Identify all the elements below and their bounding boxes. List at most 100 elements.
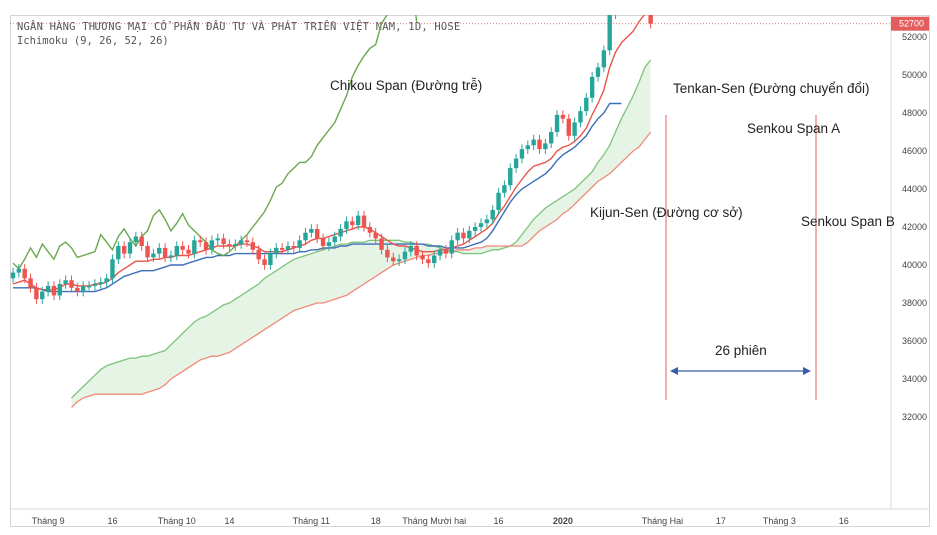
candle-body bbox=[472, 227, 478, 231]
candle-body bbox=[408, 246, 413, 252]
candle-body bbox=[455, 232, 460, 241]
kijun-line bbox=[13, 102, 622, 293]
candle-body bbox=[355, 215, 361, 226]
candle-body bbox=[326, 242, 332, 246]
candle-body bbox=[525, 145, 530, 150]
candle-body bbox=[566, 118, 571, 136]
chikou-line bbox=[12, 15, 418, 270]
candle-body bbox=[414, 246, 419, 256]
axes: 32000 34000 36000 38000 40000 42000 44000 46000… bbox=[10, 15, 930, 526]
y-tick-label: 52000 bbox=[902, 32, 927, 42]
candle-body bbox=[291, 246, 296, 248]
candle-body bbox=[601, 50, 607, 68]
candle-body bbox=[174, 246, 179, 256]
x-tick-label: Tháng 3 bbox=[763, 516, 796, 526]
senkou-a-line bbox=[71, 59, 652, 399]
candle-body bbox=[584, 97, 589, 112]
candle-body bbox=[560, 114, 566, 119]
candle-body bbox=[449, 240, 454, 254]
candle-body bbox=[432, 255, 437, 264]
annotation-chikou: Chikou Span (Đường trễ) bbox=[330, 78, 482, 93]
candle-body bbox=[203, 242, 209, 250]
candle-body bbox=[607, 15, 612, 51]
y-tick-label: 36000 bbox=[902, 336, 927, 346]
y-tick-label: 38000 bbox=[902, 298, 927, 308]
indicator-lines bbox=[12, 15, 652, 408]
candle-body bbox=[320, 238, 326, 246]
candle-body bbox=[554, 114, 560, 132]
candle-body bbox=[367, 227, 373, 233]
candle-body bbox=[315, 228, 320, 239]
candle-body bbox=[233, 244, 238, 246]
candle-body bbox=[57, 284, 62, 296]
candle-body bbox=[63, 280, 68, 284]
current-price-label: 52700 bbox=[899, 19, 924, 29]
y-tick-label: 46000 bbox=[902, 146, 927, 156]
candle-body bbox=[22, 268, 27, 279]
annotation-senkou-a: Senkou Span A bbox=[747, 121, 840, 136]
candle-body bbox=[391, 257, 396, 262]
candle-body bbox=[484, 219, 490, 224]
candle-body bbox=[344, 221, 349, 229]
y-tick-label: 44000 bbox=[902, 184, 927, 194]
candle-body bbox=[157, 247, 162, 254]
candle-body bbox=[385, 249, 390, 258]
candle-body bbox=[227, 244, 232, 246]
candle-body bbox=[98, 282, 103, 284]
candle-body bbox=[373, 232, 378, 239]
candle-body bbox=[420, 255, 425, 260]
candle-body bbox=[303, 232, 308, 241]
candle-body bbox=[145, 246, 150, 258]
candle-body bbox=[104, 278, 109, 283]
y-tick-label: 34000 bbox=[902, 374, 927, 384]
candle-body bbox=[92, 284, 98, 286]
candle-body bbox=[379, 238, 384, 250]
candle-body bbox=[508, 168, 513, 186]
x-tick-label: Tháng Hai bbox=[642, 516, 684, 526]
candle-body bbox=[238, 240, 244, 245]
x-tick-label: 16 bbox=[839, 516, 849, 526]
cloud-fill bbox=[71, 59, 651, 408]
candle-body bbox=[519, 149, 525, 159]
candle-body bbox=[338, 228, 343, 237]
candle-body bbox=[478, 223, 484, 227]
annotation-period: 26 phiên bbox=[715, 343, 767, 358]
candle-body bbox=[268, 253, 273, 265]
candle-body bbox=[572, 122, 577, 136]
candle-body bbox=[121, 246, 127, 254]
candle-body bbox=[168, 255, 174, 258]
candle-body bbox=[467, 230, 472, 239]
chart-frame bbox=[10, 15, 930, 527]
candle-body bbox=[496, 192, 501, 210]
candle-body bbox=[402, 251, 408, 260]
candle-body bbox=[648, 15, 653, 24]
x-tick-label: Tháng 9 bbox=[32, 516, 65, 526]
kumo-cloud bbox=[71, 59, 651, 408]
candle-body bbox=[186, 249, 191, 254]
period-arrow-left-head bbox=[670, 367, 678, 375]
candle-body bbox=[262, 259, 267, 265]
candle-body bbox=[437, 249, 443, 256]
candle-body bbox=[209, 240, 215, 250]
candle-body bbox=[250, 242, 256, 250]
candle-body bbox=[75, 287, 80, 292]
x-tick-label: Tháng Mười hai bbox=[402, 516, 466, 526]
annotation-kijun: Kijun-Sen (Đường cơ sở) bbox=[590, 205, 743, 220]
candle-body bbox=[110, 259, 115, 279]
candle-body bbox=[244, 240, 250, 243]
candle-body bbox=[309, 228, 314, 233]
candle-body bbox=[285, 246, 291, 250]
candle-body bbox=[513, 158, 519, 169]
candle-body bbox=[221, 238, 226, 245]
y-tick-label: 48000 bbox=[902, 108, 927, 118]
candle-body bbox=[133, 236, 139, 243]
annotation-senkou-b: Senkou Span B bbox=[801, 214, 895, 229]
candle-body bbox=[162, 247, 168, 258]
candle-body bbox=[396, 259, 402, 262]
candle-body bbox=[297, 240, 302, 248]
candle-body bbox=[151, 253, 156, 258]
candle-body bbox=[537, 139, 542, 150]
candle-body bbox=[490, 209, 495, 220]
y-tick-label: 50000 bbox=[902, 70, 927, 80]
candle-body bbox=[461, 232, 466, 239]
